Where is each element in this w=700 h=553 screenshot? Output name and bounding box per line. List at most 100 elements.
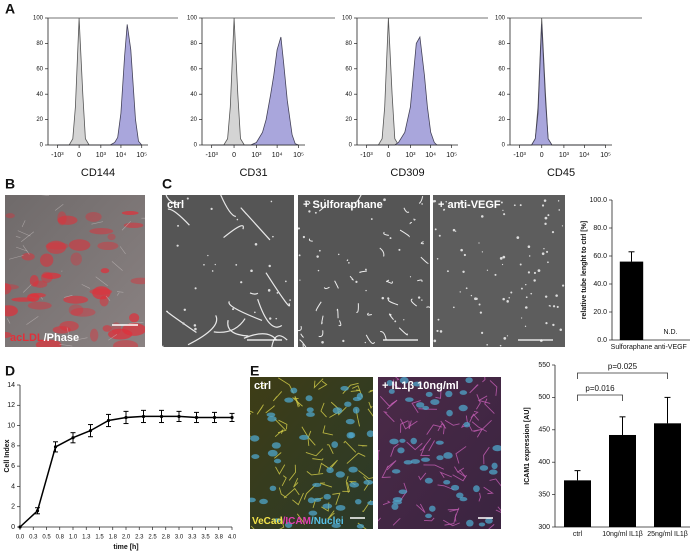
cell-dot: [254, 311, 256, 314]
junction: [484, 398, 495, 414]
nucleus: [397, 447, 405, 454]
fragment: [315, 301, 322, 312]
x-axis-label: CD309: [390, 167, 424, 179]
fragment: [298, 325, 302, 332]
cell-dot: [503, 337, 507, 340]
y-tick-label: 40: [345, 92, 352, 98]
nucleus: [344, 401, 352, 407]
point: [194, 415, 199, 420]
junction: [378, 450, 380, 460]
cell-dot: [436, 258, 439, 260]
bar: [654, 423, 681, 527]
cell: [52, 326, 71, 334]
cell-dot: [527, 271, 531, 274]
cell-dot: [342, 339, 345, 343]
x-tick-label: 10⁵: [446, 152, 457, 159]
nucleus: [354, 498, 362, 505]
cell-dot: [389, 237, 392, 240]
junction: [469, 413, 480, 423]
junction: [420, 445, 430, 457]
x-tick-label: 3.8: [215, 535, 224, 541]
cell-dot: [463, 253, 466, 257]
cell-dot: [559, 328, 563, 331]
cell-dot: [438, 234, 441, 237]
junction: [274, 429, 284, 438]
junction: [444, 419, 460, 426]
junction: [305, 448, 324, 457]
nucleus: [416, 402, 425, 408]
y-tick-label: 80: [36, 41, 43, 47]
x-tick-label: 10⁴: [579, 152, 590, 159]
cell-dot: [541, 252, 545, 256]
junction: [322, 425, 333, 436]
nucleus: [465, 377, 473, 384]
y-tick-label: 350: [538, 491, 550, 498]
nucleus: [269, 485, 277, 492]
nucleus: [388, 389, 395, 394]
junction: [426, 424, 443, 435]
cell-dot: [459, 202, 462, 205]
image-label: ctrl: [167, 199, 184, 211]
y-tick-label: 0: [194, 143, 198, 149]
nucleus: [391, 503, 399, 510]
junction: [281, 475, 287, 487]
cell-dot: [446, 270, 449, 273]
nucleus: [410, 459, 420, 464]
nucleus: [435, 440, 444, 445]
cell-dot: [203, 263, 205, 266]
y-tick-label: 20: [36, 117, 43, 123]
nucleus: [459, 390, 468, 395]
tube: [220, 195, 237, 218]
junction: [367, 408, 373, 417]
junction: [440, 420, 445, 435]
x-axis-label: time [h]: [113, 544, 138, 551]
cell-dot: [318, 249, 321, 252]
fragment: [323, 286, 330, 290]
y-tick-label: 80.0: [593, 225, 607, 232]
image-c-structures: [433, 199, 565, 347]
cell-dot: [528, 255, 531, 257]
junction: [435, 387, 442, 399]
bar: [564, 480, 591, 527]
cell-dot: [533, 279, 536, 282]
cell-dot: [555, 294, 558, 297]
tube: [165, 195, 179, 206]
nucleus: [307, 497, 315, 504]
y-tick-label: 14: [7, 382, 15, 389]
x-tick-label: 0: [540, 152, 544, 159]
point: [53, 445, 58, 449]
junction: [368, 401, 373, 409]
junction: [318, 380, 328, 390]
junction: [392, 379, 399, 389]
cell-dot: [232, 308, 235, 311]
junction: [345, 476, 349, 493]
nucleus: [399, 377, 409, 384]
cell-dot: [321, 340, 324, 344]
cell-dot: [481, 251, 484, 253]
cell-dot: [502, 297, 505, 301]
nucleus: [425, 513, 432, 519]
tube: [213, 318, 246, 333]
tube: [228, 301, 263, 321]
x-tick-label: 0.5: [42, 535, 51, 541]
fragment: [300, 333, 305, 338]
y-tick-label: 60: [190, 66, 197, 72]
nucleus: [422, 405, 430, 410]
junction: [250, 410, 254, 415]
junction: [419, 437, 432, 451]
nucleus: [403, 460, 413, 465]
cell-dot: [177, 224, 179, 227]
nucleus: [450, 484, 460, 491]
fragment: [318, 330, 324, 338]
junction: [350, 389, 361, 392]
label-part: /Phase: [44, 332, 79, 344]
cell: [97, 241, 119, 251]
y-tick-label: 20: [498, 117, 505, 123]
junction: [416, 503, 426, 513]
fragment: [413, 218, 416, 221]
junction: [489, 478, 501, 487]
point: [71, 436, 75, 440]
cell-dot: [194, 327, 197, 331]
junction: [482, 377, 486, 383]
x-tick-label: 1.3: [82, 535, 91, 541]
